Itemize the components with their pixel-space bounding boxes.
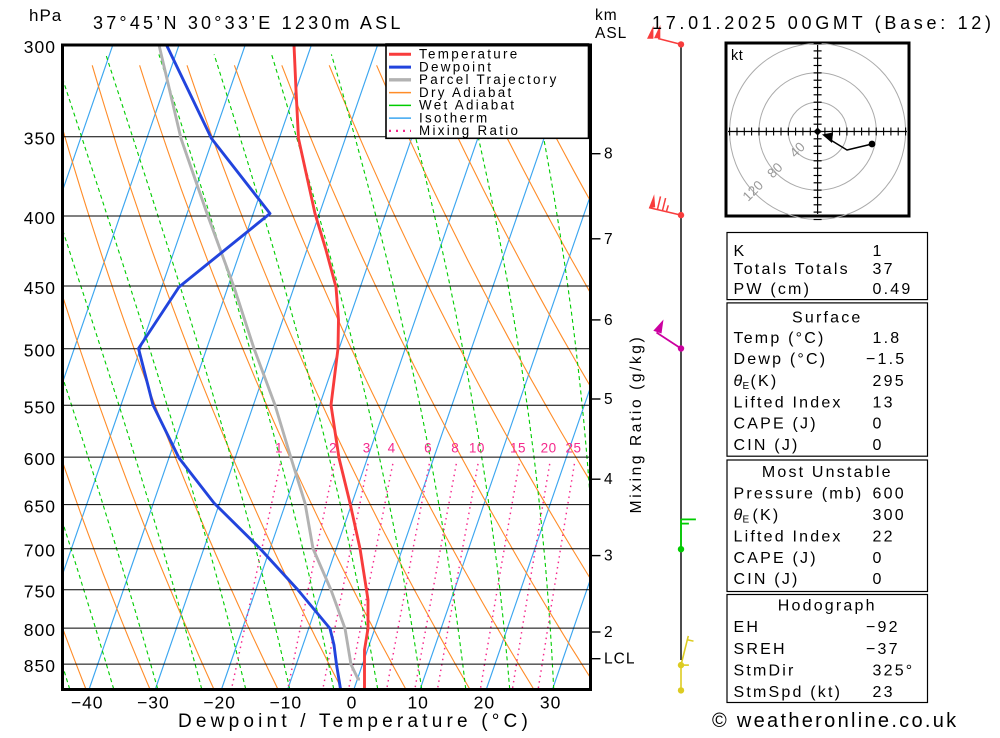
svg-text:1.8: 1.8 bbox=[873, 330, 902, 347]
svg-text:θ: θ bbox=[734, 507, 743, 524]
svg-text:8: 8 bbox=[451, 441, 459, 456]
svg-text:kt: kt bbox=[731, 48, 743, 64]
svg-text:Parcel Trajectory: Parcel Trajectory bbox=[419, 72, 559, 87]
svg-text:0.49: 0.49 bbox=[873, 281, 913, 298]
svg-text:6: 6 bbox=[424, 441, 432, 456]
svg-text:10: 10 bbox=[469, 441, 485, 456]
svg-text:37°45’N 30°33’E 1230m ASL: 37°45’N 30°33’E 1230m ASL bbox=[93, 13, 404, 33]
svg-text:0: 0 bbox=[873, 437, 884, 454]
svg-text:K: K bbox=[734, 243, 747, 260]
svg-text:−10: −10 bbox=[269, 693, 302, 713]
svg-text:−30: −30 bbox=[137, 693, 170, 713]
svg-text:37: 37 bbox=[873, 261, 895, 278]
svg-text:325°: 325° bbox=[873, 662, 915, 679]
svg-text:800: 800 bbox=[24, 620, 56, 640]
svg-text:7: 7 bbox=[604, 231, 613, 248]
svg-text:13: 13 bbox=[873, 394, 895, 411]
svg-text:Lifted Index: Lifted Index bbox=[734, 528, 843, 545]
svg-text:Dewpoint / Temperature (°C): Dewpoint / Temperature (°C) bbox=[178, 711, 532, 732]
svg-text:500: 500 bbox=[24, 341, 56, 361]
svg-text:25: 25 bbox=[565, 441, 581, 456]
svg-text:30: 30 bbox=[540, 693, 561, 713]
svg-text:850: 850 bbox=[24, 656, 56, 676]
svg-text:(K): (K) bbox=[753, 507, 781, 524]
svg-text:22: 22 bbox=[873, 528, 895, 545]
svg-text:700: 700 bbox=[24, 541, 56, 561]
svg-text:295: 295 bbox=[873, 373, 906, 390]
svg-text:Wet Adiabat: Wet Adiabat bbox=[419, 98, 516, 113]
svg-text:23: 23 bbox=[873, 684, 895, 701]
svg-text:Mixing Ratio: Mixing Ratio bbox=[419, 123, 520, 138]
svg-text:300: 300 bbox=[873, 507, 906, 524]
svg-text:350: 350 bbox=[24, 129, 56, 149]
svg-text:15: 15 bbox=[510, 441, 526, 456]
svg-text:400: 400 bbox=[24, 208, 56, 228]
svg-text:E: E bbox=[743, 381, 750, 392]
svg-text:E: E bbox=[743, 515, 750, 526]
svg-text:10: 10 bbox=[407, 693, 428, 713]
svg-text:Dewp (°C): Dewp (°C) bbox=[734, 351, 828, 368]
svg-text:Isotherm: Isotherm bbox=[419, 110, 490, 125]
svg-text:−40: −40 bbox=[71, 693, 104, 713]
svg-text:1: 1 bbox=[873, 243, 884, 260]
svg-text:650: 650 bbox=[24, 497, 56, 517]
svg-text:StmDir: StmDir bbox=[734, 662, 796, 679]
svg-text:6: 6 bbox=[604, 312, 613, 329]
svg-text:CAPE (J): CAPE (J) bbox=[734, 550, 818, 567]
svg-text:Dry Adiabat: Dry Adiabat bbox=[419, 85, 514, 100]
svg-text:Hodograph: Hodograph bbox=[778, 598, 877, 615]
svg-text:PW (cm): PW (cm) bbox=[734, 281, 812, 298]
svg-text:550: 550 bbox=[24, 397, 56, 417]
svg-text:600: 600 bbox=[24, 449, 56, 469]
svg-text:hPa: hPa bbox=[29, 6, 62, 25]
svg-text:0: 0 bbox=[873, 571, 884, 588]
svg-text:0: 0 bbox=[873, 550, 884, 567]
svg-text:θ: θ bbox=[734, 373, 743, 390]
svg-text:0: 0 bbox=[347, 693, 358, 713]
svg-text:© weatheronline.co.uk: © weatheronline.co.uk bbox=[712, 710, 958, 732]
svg-text:−37: −37 bbox=[866, 641, 900, 658]
svg-text:(K): (K) bbox=[751, 373, 779, 390]
svg-text:20: 20 bbox=[541, 441, 557, 456]
svg-text:300: 300 bbox=[24, 37, 56, 57]
svg-text:5: 5 bbox=[604, 391, 613, 408]
svg-text:750: 750 bbox=[24, 582, 56, 602]
svg-text:17.01.2025 00GMT (Base: 12): 17.01.2025 00GMT (Base: 12) bbox=[652, 13, 995, 33]
svg-text:600: 600 bbox=[873, 486, 906, 503]
svg-text:0: 0 bbox=[873, 416, 884, 433]
svg-text:Pressure (mb): Pressure (mb) bbox=[734, 486, 864, 503]
svg-text:CIN (J): CIN (J) bbox=[734, 437, 800, 454]
svg-text:Lifted Index: Lifted Index bbox=[734, 394, 843, 411]
svg-text:−1.5: −1.5 bbox=[866, 351, 906, 368]
svg-text:Temp (°C): Temp (°C) bbox=[734, 330, 826, 347]
svg-text:2: 2 bbox=[604, 624, 613, 641]
svg-text:1: 1 bbox=[275, 441, 283, 456]
svg-text:Totals Totals: Totals Totals bbox=[734, 261, 850, 278]
svg-text:CAPE (J): CAPE (J) bbox=[734, 416, 818, 433]
svg-text:450: 450 bbox=[24, 278, 56, 298]
svg-text:−20: −20 bbox=[203, 693, 236, 713]
svg-text:Mixing Ratio (g/kg): Mixing Ratio (g/kg) bbox=[628, 335, 645, 514]
svg-text:EH: EH bbox=[734, 619, 761, 636]
svg-text:2: 2 bbox=[329, 441, 337, 456]
svg-text:8: 8 bbox=[604, 146, 613, 163]
svg-text:Dewpoint: Dewpoint bbox=[419, 59, 493, 74]
svg-text:3: 3 bbox=[363, 441, 371, 456]
svg-text:SREH: SREH bbox=[734, 641, 787, 658]
svg-text:Most Unstable: Most Unstable bbox=[762, 464, 893, 481]
svg-text:ASL: ASL bbox=[595, 25, 627, 42]
svg-text:−92: −92 bbox=[866, 619, 900, 636]
svg-text:3: 3 bbox=[604, 548, 613, 565]
svg-text:LCL: LCL bbox=[604, 651, 635, 668]
svg-text:Temperature: Temperature bbox=[419, 47, 519, 62]
svg-text:4: 4 bbox=[388, 441, 396, 456]
svg-text:20: 20 bbox=[474, 693, 495, 713]
svg-text:StmSpd (kt): StmSpd (kt) bbox=[734, 684, 843, 701]
svg-text:km: km bbox=[595, 7, 618, 24]
svg-text:CIN (J): CIN (J) bbox=[734, 571, 800, 588]
svg-text:4: 4 bbox=[604, 471, 613, 488]
svg-text:Surface: Surface bbox=[792, 309, 863, 326]
